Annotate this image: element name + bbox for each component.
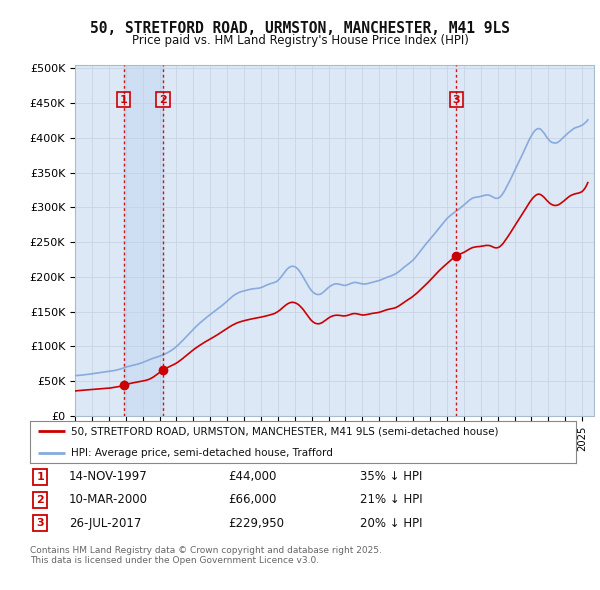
Text: 1: 1 (37, 472, 44, 481)
Text: 3: 3 (37, 519, 44, 528)
Text: 1: 1 (119, 94, 127, 104)
Text: 26-JUL-2017: 26-JUL-2017 (69, 517, 142, 530)
Text: Price paid vs. HM Land Registry's House Price Index (HPI): Price paid vs. HM Land Registry's House … (131, 34, 469, 47)
Text: £44,000: £44,000 (228, 470, 277, 483)
Text: 21% ↓ HPI: 21% ↓ HPI (360, 493, 422, 506)
Text: 3: 3 (452, 94, 460, 104)
Text: 2: 2 (37, 495, 44, 504)
Text: 14-NOV-1997: 14-NOV-1997 (69, 470, 148, 483)
Text: 35% ↓ HPI: 35% ↓ HPI (360, 470, 422, 483)
Text: 10-MAR-2000: 10-MAR-2000 (69, 493, 148, 506)
Text: HPI: Average price, semi-detached house, Trafford: HPI: Average price, semi-detached house,… (71, 448, 333, 457)
Text: £66,000: £66,000 (228, 493, 277, 506)
Text: 50, STRETFORD ROAD, URMSTON, MANCHESTER, M41 9LS (semi-detached house): 50, STRETFORD ROAD, URMSTON, MANCHESTER,… (71, 427, 499, 436)
Text: 2: 2 (159, 94, 167, 104)
Text: 20% ↓ HPI: 20% ↓ HPI (360, 517, 422, 530)
Text: 50, STRETFORD ROAD, URMSTON, MANCHESTER, M41 9LS: 50, STRETFORD ROAD, URMSTON, MANCHESTER,… (90, 21, 510, 35)
Bar (124, 65, 163, 416)
Text: Contains HM Land Registry data © Crown copyright and database right 2025.
This d: Contains HM Land Registry data © Crown c… (30, 546, 382, 565)
Text: £229,950: £229,950 (228, 517, 284, 530)
